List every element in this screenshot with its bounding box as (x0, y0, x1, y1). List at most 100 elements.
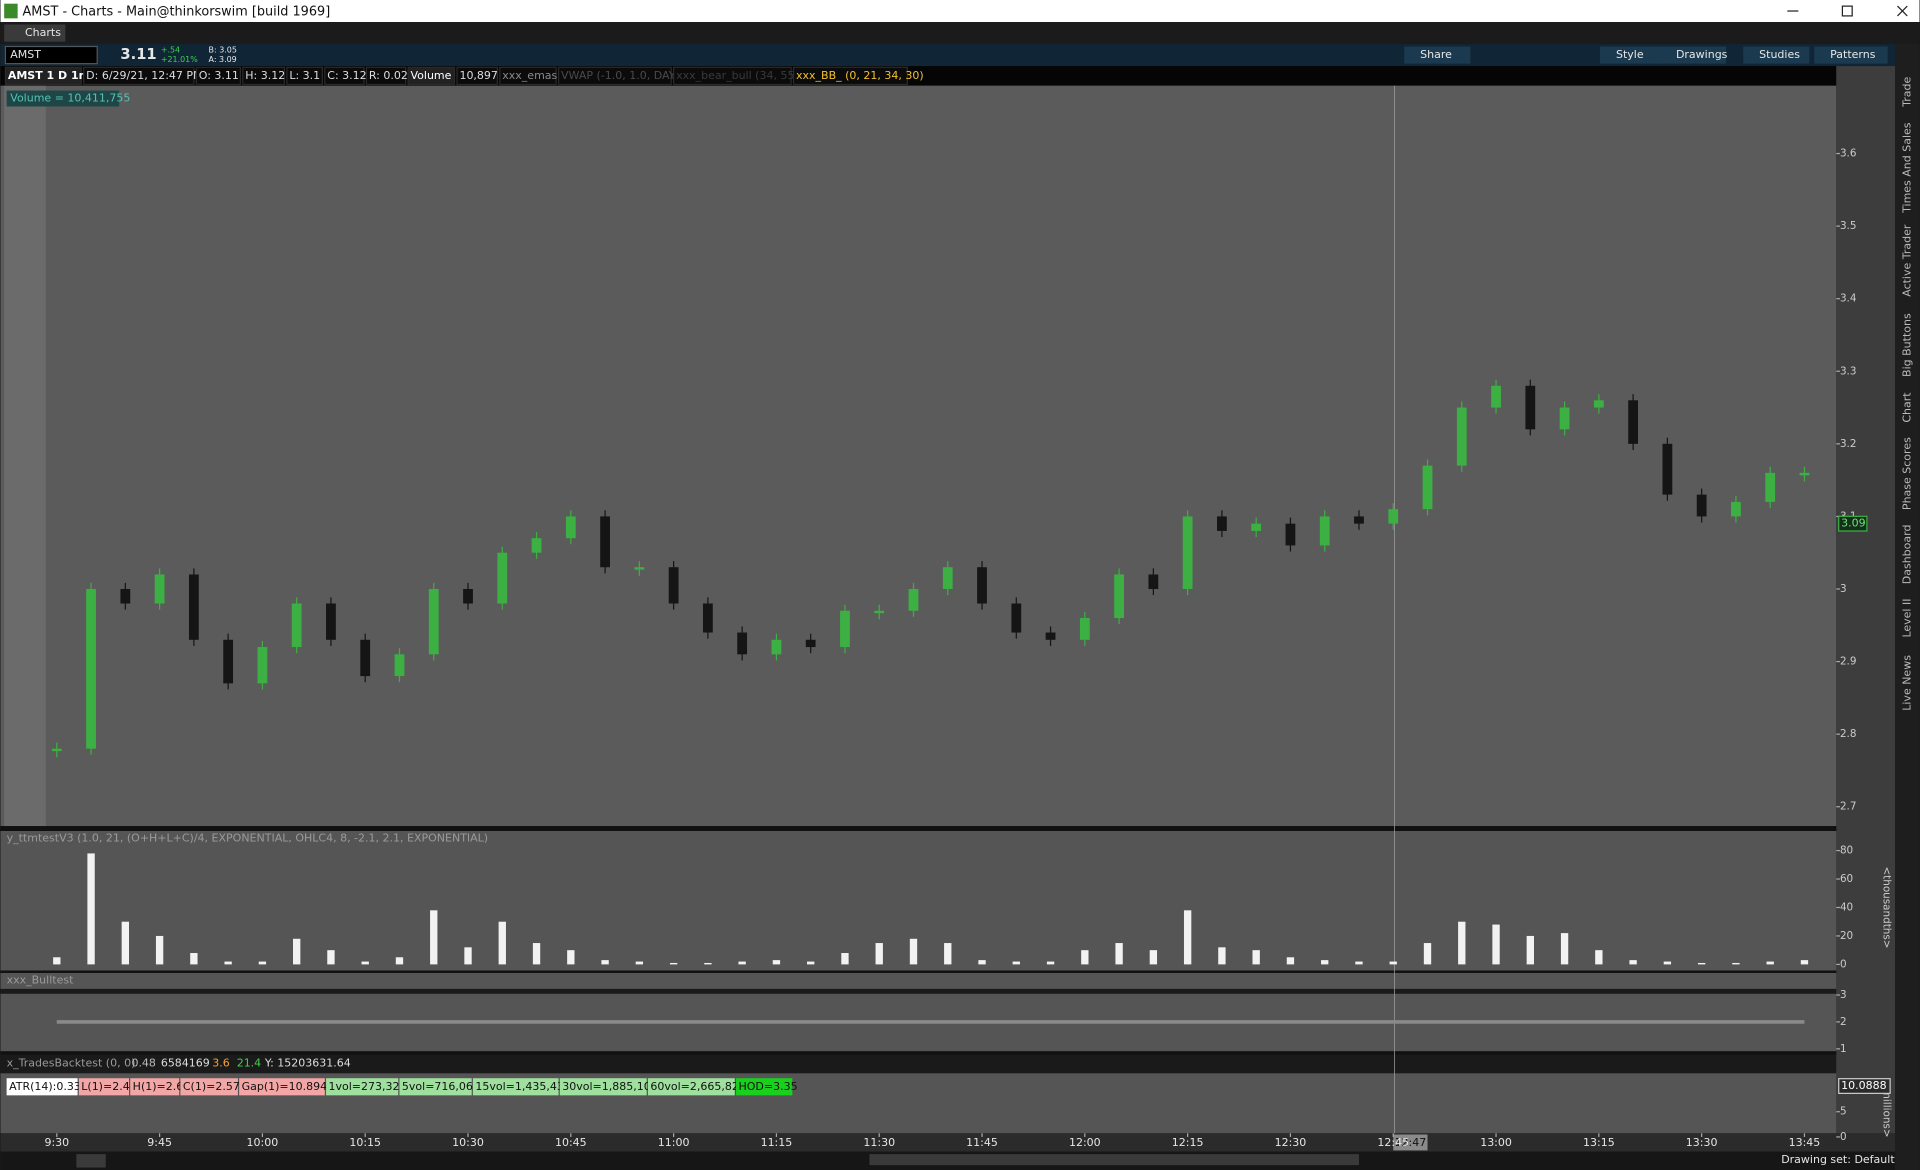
tab-label[interactable]: Charts (25, 26, 61, 39)
info-item[interactable]: L: 3.1 (289, 69, 320, 82)
oscillator-bar (190, 953, 198, 965)
oscillator-bar (1081, 950, 1089, 965)
scroll-thumb[interactable] (869, 1154, 1359, 1166)
candle (737, 632, 748, 655)
info-chip[interactable] (499, 66, 557, 86)
oscillator-bar (601, 960, 609, 965)
candle (1422, 465, 1433, 510)
toolbar-button-label[interactable]: Studies (1759, 48, 1800, 61)
oscillator-bar (1286, 957, 1295, 965)
info-chip[interactable] (407, 66, 456, 86)
price-marker-label: 3.09 (1841, 517, 1866, 530)
symbol-box[interactable] (4, 45, 98, 65)
info-chip[interactable] (792, 66, 908, 86)
candle (531, 538, 542, 553)
info-chip[interactable] (673, 66, 792, 86)
info-item[interactable]: AMST 1 D 1m (8, 69, 90, 82)
info-item[interactable]: VWAP (-1.0, 1.0, DAY) (561, 69, 680, 82)
oscillator-bar (875, 943, 883, 965)
y-tick-label: 2 (1840, 1016, 1847, 1028)
toolbar-button-label[interactable]: Drawings (1676, 48, 1728, 61)
oscillator-bar (978, 960, 986, 965)
toolbar-button[interactable] (1600, 46, 1667, 64)
candle (326, 603, 336, 640)
info-chip[interactable] (4, 66, 82, 86)
side-tab[interactable]: Times And Sales (1900, 122, 1913, 214)
info-item[interactable]: 10,897 (459, 69, 498, 82)
toolbar-button[interactable] (1814, 46, 1888, 64)
side-tab[interactable]: Phase Scores (1900, 437, 1913, 510)
y-tick-label: 2.7 (1840, 801, 1857, 813)
window-controls[interactable] (1787, 5, 1908, 17)
volume-label: Volume = 10,411,755 (10, 92, 130, 105)
oscillator-bar (1732, 962, 1740, 965)
info-item[interactable]: xxx_emas (502, 69, 557, 82)
side-tab[interactable]: Trade (1900, 77, 1913, 108)
info-item[interactable]: Volume (410, 69, 451, 82)
side-tab[interactable]: Level II (1900, 599, 1913, 638)
info-item[interactable]: R: 0.02 (369, 69, 408, 82)
toolbar-button-label[interactable]: Patterns (1830, 48, 1876, 61)
side-tab[interactable]: Active Trader (1900, 224, 1913, 297)
candle (634, 567, 645, 570)
oscillator-bar (1321, 960, 1329, 965)
candle (497, 552, 508, 604)
change-pct: +21.01% (161, 55, 198, 64)
stat-chip (647, 1078, 735, 1096)
candle (1662, 443, 1673, 495)
info-chip[interactable] (286, 66, 323, 86)
info-item[interactable]: H: 3.12 (245, 69, 285, 82)
info-chip[interactable] (83, 66, 195, 86)
info-chip[interactable] (456, 66, 498, 86)
info-chip[interactable] (557, 66, 672, 86)
price-marker (1838, 1078, 1891, 1094)
candle (291, 603, 302, 648)
y-tick-label: 3.4 (1840, 293, 1857, 305)
info-chip[interactable] (242, 66, 286, 86)
info-chip[interactable] (324, 66, 365, 86)
x-tick-label: 11:45 (966, 1136, 998, 1149)
candle (463, 588, 473, 604)
toolbar-button[interactable] (1743, 46, 1810, 64)
candle (977, 567, 987, 604)
candle (86, 588, 96, 749)
side-tab[interactable]: Live News (1900, 655, 1913, 711)
info-item[interactable]: xxx_BB_ (0, 21, 34, 30) (796, 69, 924, 82)
oscillator-bar (1800, 960, 1809, 965)
drawing-set[interactable]: Drawing set: Default (1781, 1153, 1895, 1166)
premarket-shade (4, 85, 46, 827)
info-item[interactable]: C: 3.12 (327, 69, 366, 82)
info-item[interactable]: xxx_bear_bull (34, 55) (676, 69, 799, 82)
oscillator-bar (1697, 962, 1706, 965)
oscillator-bar (1046, 961, 1055, 965)
side-tab[interactable]: Chart (1900, 392, 1913, 423)
y-tick-label: 3.2 (1840, 438, 1857, 450)
toolbar-button-label[interactable]: Style (1616, 48, 1644, 61)
toolbar-button-label[interactable]: Share (1420, 48, 1452, 61)
toolbar-button[interactable] (1404, 46, 1471, 64)
backtest-value: 0.48 (131, 1057, 155, 1070)
candle (942, 567, 953, 589)
candle (1388, 509, 1399, 524)
side-tab[interactable]: Dashboard (1900, 525, 1913, 585)
info-item[interactable]: D: 6/29/21, 12:47 PM (86, 69, 202, 82)
toolbar-button[interactable] (1660, 46, 1727, 64)
oscillator-bar (738, 961, 746, 965)
tab[interactable] (4, 24, 66, 42)
symbol[interactable]: AMST (10, 48, 41, 61)
expand-button[interactable] (76, 1154, 106, 1168)
info-item[interactable]: O: 3.11 (199, 69, 239, 82)
x-tick-label: 9:45 (147, 1136, 172, 1149)
info-chip[interactable] (365, 66, 407, 86)
candle (1593, 400, 1604, 408)
info-chip[interactable] (195, 66, 241, 86)
candle (120, 588, 131, 604)
change: +.54 (161, 46, 180, 55)
price-marker (1838, 515, 1868, 532)
x-tick-label: 12:00 (1069, 1136, 1101, 1149)
y-tick-label: 3 (1840, 989, 1847, 1001)
stat-chip (326, 1078, 399, 1096)
oscillator-bar (1252, 950, 1260, 965)
side-tab[interactable]: Big Buttons (1900, 313, 1913, 377)
